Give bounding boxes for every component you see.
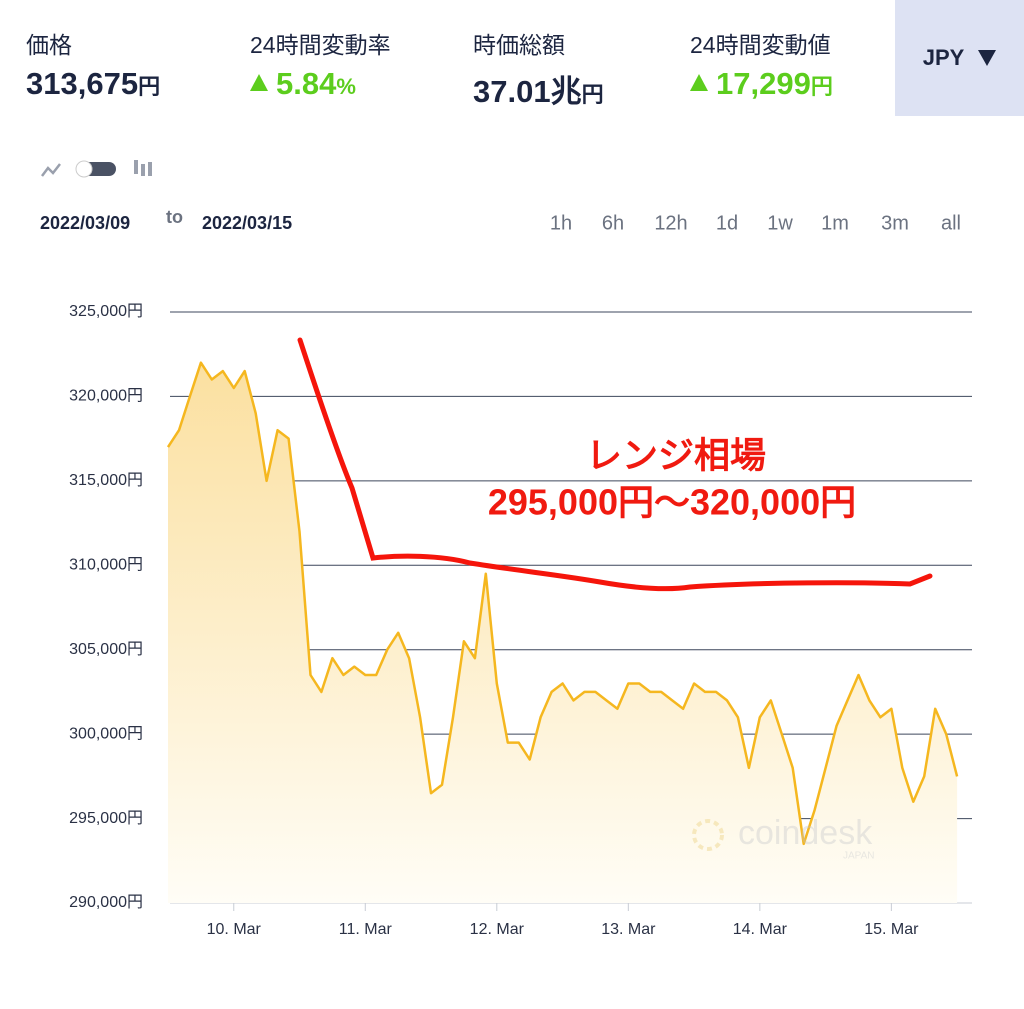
value: 17,299 <box>716 66 811 101</box>
unit: 円 <box>810 74 833 99</box>
stat-value: 313,675円 <box>26 66 160 102</box>
stat-value: 5.84% <box>250 66 391 102</box>
y-tick-label: 300,000円 <box>69 725 143 742</box>
value: 37.01兆 <box>473 74 582 109</box>
stat-price: 価格 313,675円 <box>26 26 160 102</box>
unit: % <box>336 74 356 99</box>
range-button[interactable]: 12h <box>654 212 687 234</box>
annotation-stroke <box>297 337 933 592</box>
y-tick-label: 290,000円 <box>69 894 143 911</box>
date-from[interactable]: 2022/03/09 <box>40 213 130 233</box>
x-tick-label: 11. Mar <box>339 921 393 938</box>
y-tick-label: 315,000円 <box>69 472 143 489</box>
annotation: レンジ相場 <box>586 435 766 476</box>
x-tick-label: 12. Mar <box>470 921 525 938</box>
chart-type-toggle[interactable] <box>41 160 152 178</box>
stat-label: 24時間変動率 <box>250 32 391 58</box>
x-tick-label: 10. Mar <box>207 921 262 938</box>
stat-label: 時価総額 <box>473 32 565 58</box>
stat-change-rate: 24時間変動率 5.84% <box>250 26 391 102</box>
range-button[interactable]: 1h <box>550 212 572 234</box>
range-button[interactable]: 3m <box>881 212 909 234</box>
date-to-word: to <box>166 207 183 227</box>
stat-value: 17,299円 <box>690 66 833 102</box>
range-button[interactable]: 1w <box>767 212 793 234</box>
watermark: coindesk JAPAN <box>692 814 875 862</box>
range-button[interactable]: 6h <box>602 212 624 234</box>
up-arrow <box>250 74 268 91</box>
value: 5.84 <box>276 66 337 101</box>
y-tick-label: 295,000円 <box>69 810 143 827</box>
y-tick-label: 325,000円 <box>69 303 143 320</box>
area <box>168 362 958 903</box>
y-tick-label: 320,000円 <box>69 388 143 405</box>
unit: 円 <box>581 82 604 107</box>
x-tick-label: 13. Mar <box>601 921 656 938</box>
range-button[interactable]: all <box>941 212 961 234</box>
currency: JPY <box>922 45 965 70</box>
x-tick-label: 14. Mar <box>733 921 788 938</box>
unit: 円 <box>138 74 161 99</box>
x-tick-label: 15. Mar <box>864 921 919 938</box>
annotation: 295,000円〜320,000円 <box>488 482 856 523</box>
watermark-sub: JAPAN <box>843 851 875 862</box>
up-arrow <box>690 74 708 91</box>
stat-change-value: 24時間変動値 17,299円 <box>690 26 833 102</box>
date-to[interactable]: 2022/03/15 <box>202 213 292 233</box>
currency-selector[interactable]: JPY <box>895 0 1024 116</box>
y-tick-label: 310,000円 <box>69 557 143 574</box>
range-button[interactable]: 1d <box>716 212 738 234</box>
stat-market-cap: 時価総額 37.01兆円 <box>473 26 604 111</box>
dropdown-arrow <box>978 50 997 66</box>
watermark-brand: coindesk <box>738 814 873 852</box>
range-button[interactable]: 1m <box>821 212 849 234</box>
value: 313,675 <box>26 66 139 101</box>
price-line <box>166 361 959 846</box>
stat-label: 価格 <box>26 32 72 58</box>
stat-value: 37.01兆円 <box>473 66 604 111</box>
y-tick-label: 305,000円 <box>69 641 143 658</box>
stat-label: 24時間変動値 <box>690 32 831 58</box>
